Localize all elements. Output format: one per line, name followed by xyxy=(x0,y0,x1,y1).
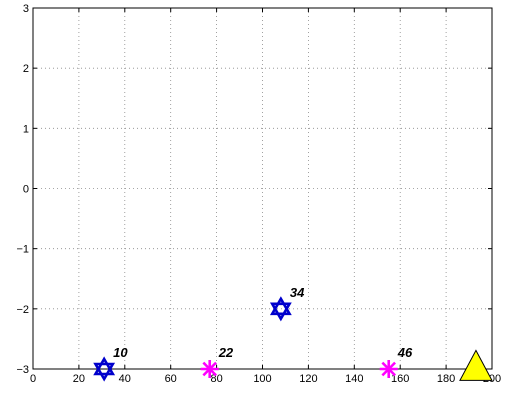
asterisk-marker xyxy=(379,360,398,378)
triangle-marker xyxy=(459,349,493,381)
x-tick-label: 60 xyxy=(165,373,177,385)
x-tick-label: 160 xyxy=(391,373,409,385)
y-tick-label: 3 xyxy=(23,3,29,15)
x-tick-label: 0 xyxy=(30,373,36,385)
x-tick-label: 120 xyxy=(299,373,317,385)
asterisk-marker xyxy=(200,360,219,378)
y-tick-label: 2 xyxy=(23,63,29,75)
hexagram-marker xyxy=(269,296,292,322)
x-tick-label: 180 xyxy=(437,373,455,385)
y-tick-label: 0 xyxy=(23,184,29,196)
x-tick-label: 40 xyxy=(119,373,131,385)
grid xyxy=(33,8,492,369)
ticks xyxy=(32,7,493,370)
point-label: 22 xyxy=(218,345,234,360)
y-tick-label: −2 xyxy=(16,304,29,316)
x-tick-label: 80 xyxy=(210,373,222,385)
hexagram-marker xyxy=(93,356,116,382)
point-label: 34 xyxy=(290,285,305,300)
point-labels: 10 22 34 46 xyxy=(113,285,413,360)
point-label: 10 xyxy=(113,345,128,360)
x-tick-label: 140 xyxy=(345,373,363,385)
x-tick-labels: 0 20 40 60 80 100 120 140 160 180 200 xyxy=(30,373,501,385)
data-points xyxy=(93,296,493,382)
y-tick-label: −1 xyxy=(16,244,29,256)
x-tick-label: 20 xyxy=(73,373,85,385)
point-label: 46 xyxy=(397,345,413,360)
x-tick-label: 100 xyxy=(253,373,271,385)
y-tick-labels: −3 −2 −1 0 1 2 3 xyxy=(16,3,29,376)
y-tick-label: 1 xyxy=(23,123,29,135)
y-tick-label: −3 xyxy=(16,364,29,376)
